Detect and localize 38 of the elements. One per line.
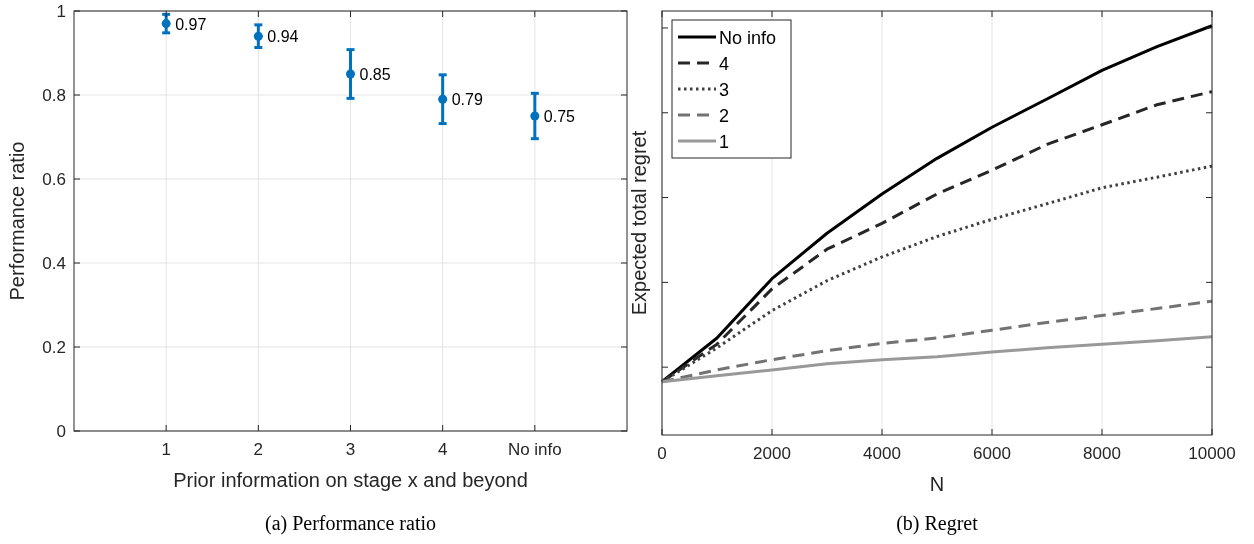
x-tick-label: 10000	[1188, 444, 1236, 463]
text: (b) Regret	[896, 512, 979, 535]
x-tick-label: 1	[161, 440, 171, 459]
point	[161, 19, 171, 29]
point	[438, 94, 448, 104]
y-axis-title: Performance ratio	[6, 141, 28, 301]
x-tick-label: 2000	[753, 444, 791, 463]
data-label: 0.94	[267, 28, 299, 46]
x-axis-title: N	[929, 473, 945, 495]
x-tick-label: 0	[657, 444, 667, 463]
x-tick-label: 6000	[973, 444, 1011, 463]
y-tick-label: 1	[56, 2, 66, 21]
data-label: 0.75	[543, 108, 576, 125]
x-axis-title: Prior information on stage x and beyond	[173, 469, 528, 491]
y-axis-title: Expected total regret	[628, 130, 650, 316]
point	[346, 69, 355, 79]
legend-label: 2	[719, 106, 730, 126]
data-label: 0.85	[359, 66, 391, 83]
x-tick-label: 4000	[863, 444, 901, 463]
data-label: 0.97	[175, 15, 207, 33]
legend-label: 1	[719, 132, 730, 152]
x-tick-label: 8000	[1083, 444, 1121, 463]
y-tick-label: 0	[56, 422, 66, 441]
x-tick-label: 3	[345, 440, 356, 459]
point	[253, 31, 263, 41]
y-tick-label: 0.6	[42, 170, 66, 189]
x-tick-label: 2	[253, 440, 264, 459]
y-tick-label: 0.4	[42, 254, 66, 273]
x-tick-label: No info	[507, 440, 562, 459]
legend-label: 3	[719, 80, 730, 100]
text: (a) Performance ratio	[264, 512, 437, 535]
data-label: 0.79	[451, 91, 483, 109]
y-tick-label: 0.2	[42, 338, 66, 357]
point	[530, 111, 540, 121]
legend-label: No info	[719, 28, 777, 48]
y-tick-label: 0.8	[42, 86, 66, 105]
x-tick-label: 4	[437, 440, 448, 459]
legend-label: 4	[719, 54, 730, 74]
